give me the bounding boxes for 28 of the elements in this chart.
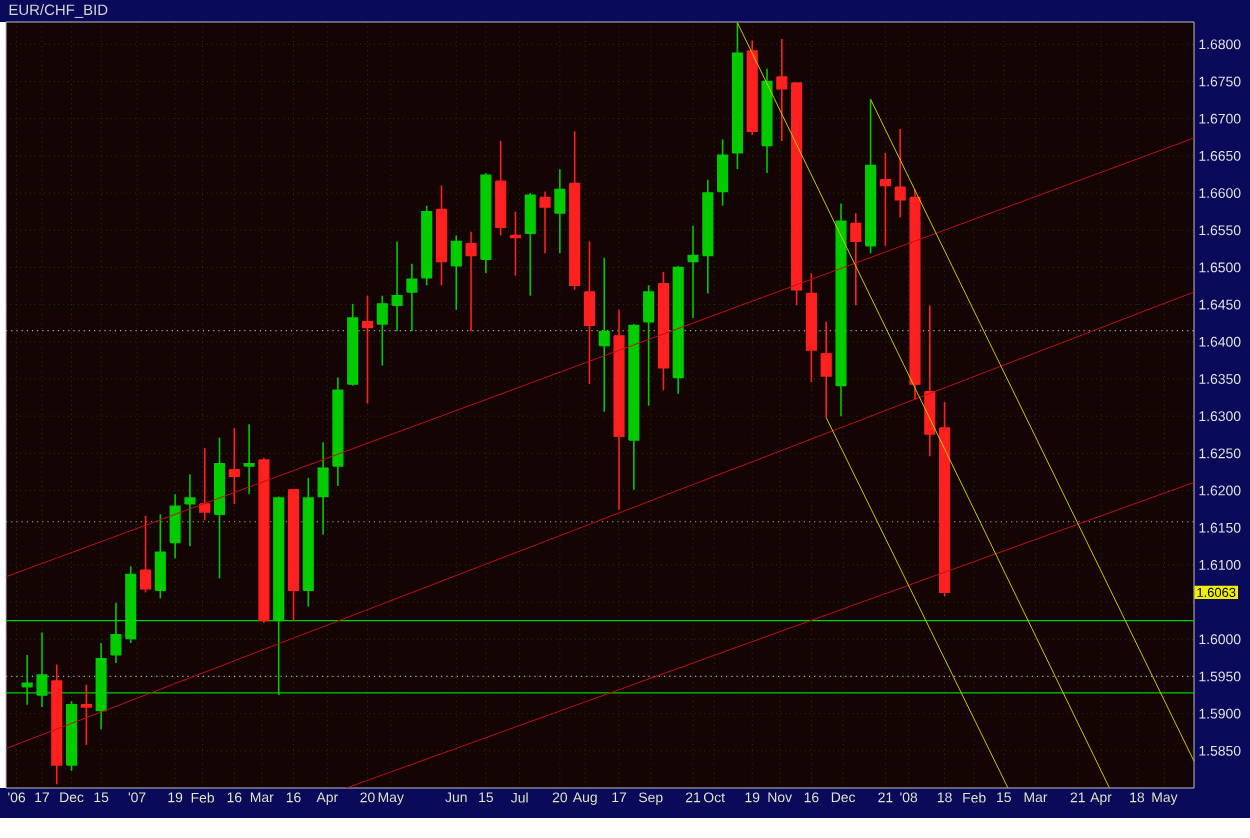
candlestick	[184, 473, 196, 548]
candlestick	[391, 240, 403, 333]
candlestick	[924, 304, 936, 458]
candlestick	[554, 168, 566, 255]
candlestick	[243, 423, 255, 496]
candlestick	[154, 513, 166, 600]
candlestick	[317, 441, 329, 536]
candlestick	[598, 256, 610, 413]
candlestick	[776, 38, 788, 142]
candlestick	[820, 320, 832, 419]
candlestick	[495, 140, 507, 237]
candlestick	[465, 230, 477, 333]
candlestick	[524, 192, 536, 297]
candlestick	[539, 190, 551, 255]
candlestick	[361, 294, 374, 405]
candlestick	[169, 493, 181, 559]
candlestick	[450, 234, 462, 311]
candlestick	[643, 284, 655, 407]
candlestick	[717, 138, 729, 207]
candlestick	[80, 683, 92, 746]
candlestick	[850, 212, 862, 307]
candlestick	[406, 262, 418, 333]
candlestick	[228, 427, 240, 505]
candlestick	[583, 240, 596, 385]
candlestick	[139, 515, 152, 594]
candlestick	[376, 294, 388, 367]
candlestick	[199, 447, 211, 522]
candlestick	[879, 152, 891, 247]
